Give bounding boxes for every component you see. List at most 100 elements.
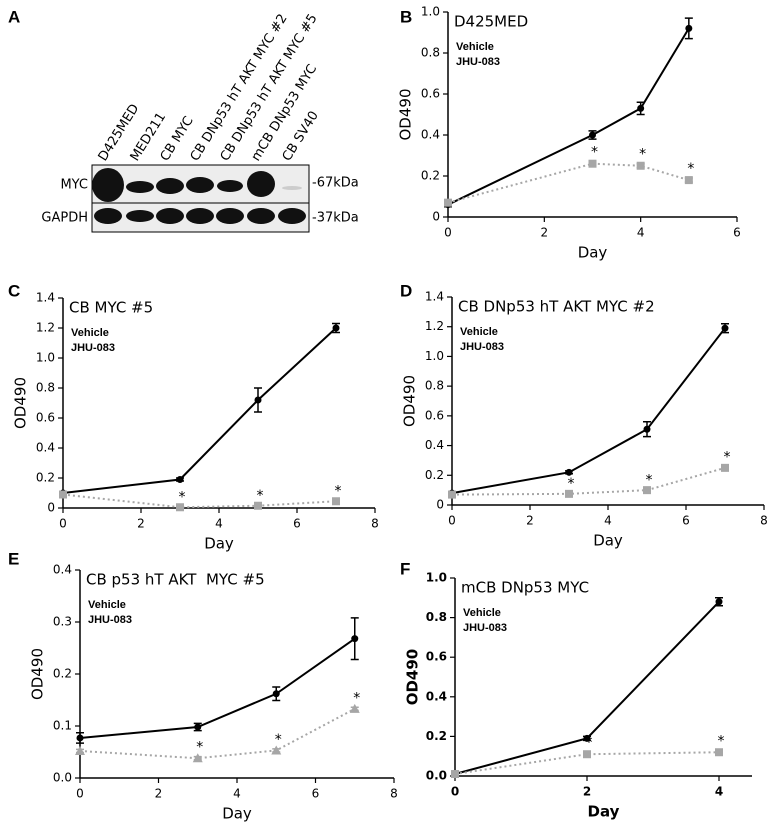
- significance-label: *: [196, 740, 203, 756]
- y-tick-label: 0.8: [426, 610, 447, 624]
- x-tick-label: 2: [583, 785, 591, 799]
- x-axis-label: Day: [593, 532, 623, 550]
- point: [684, 176, 693, 185]
- x-tick-label: 6: [733, 226, 741, 240]
- y-tick-label: 0: [432, 210, 440, 224]
- row-label: GAPDH: [41, 211, 88, 226]
- y-tick-label: 0.2: [421, 169, 440, 183]
- x-tick-label: 0: [59, 517, 67, 531]
- y-tick-label: 0.4: [425, 438, 444, 452]
- point: [76, 734, 84, 742]
- point: [685, 24, 693, 32]
- band: [92, 168, 124, 202]
- point: [583, 750, 591, 759]
- x-axis-label: Day: [588, 803, 620, 821]
- point: [349, 703, 360, 713]
- significance-label: *: [257, 488, 264, 504]
- y-tick-label: 0.2: [53, 667, 72, 681]
- x-tick-label: 0: [448, 514, 456, 528]
- significance-label: *: [724, 449, 731, 465]
- series-line: [447, 27, 690, 206]
- x-tick-label: 6: [293, 517, 301, 531]
- chart-title: CB DNp53 hT AKT MYC #2: [458, 298, 655, 316]
- y-tick-label: 0.0: [426, 769, 447, 783]
- significance-label: *: [275, 732, 282, 748]
- point: [254, 501, 262, 510]
- y-axis-label: OD490: [397, 89, 415, 141]
- chart-panel: D CB DNp53 hT AKT MYC #2 0 0.2 0.4 0.6 0.8 1.0 1…: [400, 281, 768, 549]
- y-tick-label: 1.4: [36, 291, 55, 305]
- y-tick-label: 1.4: [425, 290, 444, 304]
- significance-label: *: [591, 145, 598, 161]
- point: [176, 503, 184, 512]
- series-line: [79, 637, 356, 739]
- y-tick-label: 0.2: [425, 468, 444, 482]
- point: [332, 497, 340, 506]
- chart-panel: B D425MED 0 0.2 0.4 0.6 0.8 1.0 0 2 4 6 Day OD490 Vehi…: [397, 5, 741, 262]
- point: [643, 425, 651, 433]
- panel-label: F: [400, 559, 410, 578]
- legend-label: Vehicle: [88, 599, 126, 611]
- series-line: [79, 707, 356, 760]
- legend-label: Vehicle: [463, 607, 501, 619]
- point: [637, 104, 645, 112]
- y-tick-label: 0.2: [426, 729, 447, 743]
- y-tick-label: 1.2: [36, 321, 55, 335]
- series-line: [447, 162, 690, 204]
- significance-label: *: [646, 472, 653, 488]
- point: [565, 489, 573, 498]
- point: [589, 131, 596, 139]
- x-axis-label: Day: [578, 244, 608, 262]
- panel-label: D: [400, 281, 412, 300]
- x-tick-label: 6: [312, 787, 320, 801]
- chart-title: CB p53 hT AKT MYC #5: [86, 571, 265, 589]
- significance-label: *: [687, 161, 694, 177]
- y-tick-label: 1.0: [421, 5, 440, 19]
- band: [186, 177, 214, 193]
- row-label: MYC: [60, 178, 88, 193]
- band: [126, 210, 154, 222]
- x-tick-label: 2: [137, 517, 145, 531]
- y-tick-label: 1.0: [36, 351, 55, 365]
- y-tick-label: 1.2: [425, 319, 444, 333]
- y-axis-label: OD490: [12, 377, 30, 429]
- marker-label: -67kDa: [312, 176, 359, 191]
- point: [448, 490, 456, 499]
- point: [351, 635, 359, 643]
- point: [176, 476, 184, 483]
- series-line: [62, 327, 337, 494]
- y-tick-label: 0.6: [36, 411, 55, 425]
- band: [216, 208, 244, 224]
- y-axis-label: OD490: [404, 649, 422, 706]
- chart-panel: C CB MYC #5 0 0.2 0.4 0.6 0.8 1.0 1.2 1.4 0 2 4 6 8 Day…: [8, 281, 379, 552]
- band: [217, 180, 243, 192]
- point: [643, 486, 651, 495]
- y-tick-label: 0.4: [421, 128, 440, 142]
- point: [192, 753, 203, 763]
- point: [583, 734, 591, 742]
- legend-label: JHU-083: [460, 341, 504, 353]
- x-axis-label: Day: [222, 805, 252, 823]
- y-tick-label: 0.8: [36, 381, 55, 395]
- series-line: [451, 466, 726, 496]
- y-axis-label: OD490: [29, 648, 47, 700]
- x-tick-label: 8: [390, 787, 398, 801]
- y-tick-label: 0.1: [53, 719, 72, 733]
- y-tick-label: 0.0: [53, 771, 72, 785]
- x-tick-label: 6: [682, 514, 690, 528]
- y-tick-label: 0: [436, 498, 444, 512]
- point: [59, 490, 67, 499]
- x-tick-label: 4: [233, 787, 241, 801]
- x-tick-label: 8: [760, 514, 768, 528]
- x-tick-label: 0: [451, 785, 459, 799]
- significance-label: *: [718, 733, 725, 749]
- legend-label: JHU-083: [463, 622, 507, 634]
- band: [247, 171, 275, 197]
- point: [332, 324, 340, 332]
- chart-title: D425MED: [454, 13, 528, 31]
- y-tick-label: 1.0: [426, 571, 447, 585]
- significance-label: *: [335, 484, 342, 500]
- point: [715, 748, 723, 757]
- point: [721, 463, 729, 472]
